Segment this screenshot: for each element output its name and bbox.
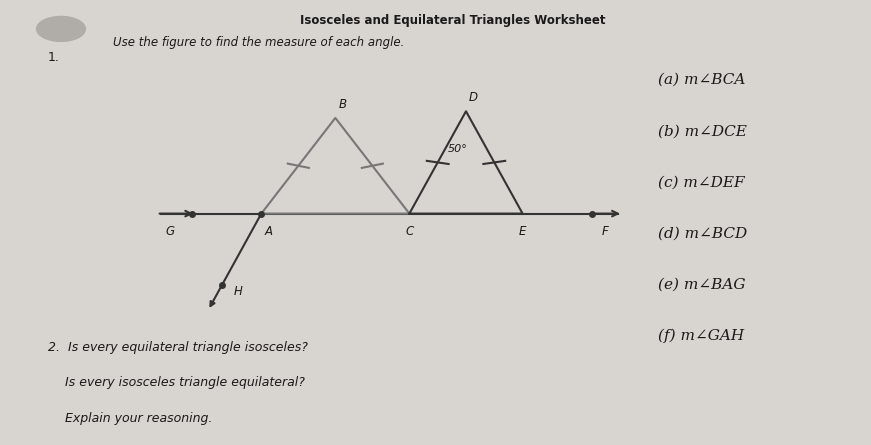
Text: Is every isosceles triangle equilateral?: Is every isosceles triangle equilateral? bbox=[65, 376, 305, 389]
Text: Isosceles and Equilateral Triangles Worksheet: Isosceles and Equilateral Triangles Work… bbox=[300, 13, 605, 27]
Text: 50°: 50° bbox=[448, 144, 467, 154]
Text: B: B bbox=[338, 98, 347, 111]
Text: F: F bbox=[602, 225, 609, 238]
Text: (d) m∠BCD: (d) m∠BCD bbox=[658, 227, 746, 241]
Circle shape bbox=[37, 16, 85, 41]
Text: 2.  Is every equilateral triangle isosceles?: 2. Is every equilateral triangle isoscel… bbox=[48, 340, 307, 354]
Text: E: E bbox=[519, 225, 526, 238]
Text: G: G bbox=[165, 225, 174, 238]
Text: (f) m∠GAH: (f) m∠GAH bbox=[658, 329, 744, 343]
Text: (e) m∠BAG: (e) m∠BAG bbox=[658, 278, 745, 292]
Text: H: H bbox=[233, 285, 242, 298]
Text: 1.: 1. bbox=[48, 51, 60, 65]
Text: C: C bbox=[405, 225, 414, 238]
Text: A: A bbox=[264, 225, 273, 238]
Text: Use the figure to find the measure of each angle.: Use the figure to find the measure of ea… bbox=[113, 36, 405, 49]
Text: (c) m∠DEF: (c) m∠DEF bbox=[658, 175, 744, 190]
Text: D: D bbox=[469, 91, 477, 105]
Text: (b) m∠DCE: (b) m∠DCE bbox=[658, 124, 746, 138]
Text: Explain your reasoning.: Explain your reasoning. bbox=[65, 412, 213, 425]
Text: (a) m∠BCA: (a) m∠BCA bbox=[658, 73, 745, 87]
